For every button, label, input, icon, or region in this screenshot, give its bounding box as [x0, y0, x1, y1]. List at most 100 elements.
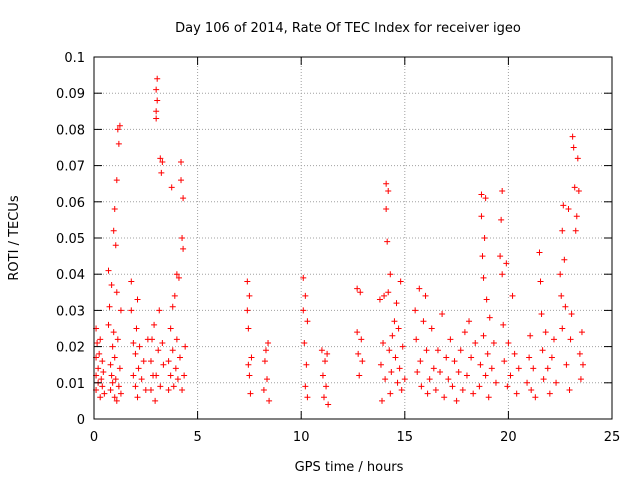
data-point: [478, 213, 485, 220]
data-point: [562, 303, 569, 310]
data-point: [147, 387, 154, 394]
data-point: [382, 376, 389, 383]
data-point: [99, 358, 106, 365]
data-point: [566, 387, 573, 394]
data-point: [100, 368, 107, 375]
data-point: [480, 274, 487, 281]
data-point: [381, 292, 388, 299]
data-point: [304, 394, 311, 401]
data-point: [117, 390, 124, 397]
data-point: [477, 361, 484, 368]
data-point: [501, 358, 508, 365]
data-point: [130, 372, 137, 379]
y-tick-label: 0.01: [56, 377, 85, 392]
data-point: [483, 296, 490, 303]
data-point: [153, 86, 160, 93]
y-tick-label: 0.1: [64, 51, 85, 66]
data-point: [423, 347, 430, 354]
data-point: [117, 307, 124, 314]
data-point: [376, 296, 383, 303]
data-point: [498, 216, 505, 223]
data-point: [548, 354, 555, 361]
y-tick-label: 0.02: [56, 341, 85, 356]
data-point: [248, 354, 255, 361]
data-point: [530, 365, 537, 372]
data-point: [142, 387, 149, 394]
data-point: [573, 213, 580, 220]
data-point: [173, 336, 180, 343]
data-point: [445, 376, 452, 383]
data-point: [113, 397, 120, 404]
data-point: [538, 311, 545, 318]
y-tick-label: 0: [77, 413, 85, 428]
data-point: [115, 140, 122, 147]
data-point: [167, 372, 174, 379]
data-point: [178, 177, 185, 184]
data-point: [157, 383, 164, 390]
data-point: [449, 383, 456, 390]
data-point: [132, 350, 139, 357]
data-point: [169, 303, 176, 310]
x-tick-label: 25: [604, 430, 621, 445]
data-point: [132, 383, 139, 390]
data-point: [499, 271, 506, 278]
y-axis-label: ROTI / TECUs: [7, 195, 22, 280]
data-point: [115, 383, 122, 390]
data-point: [303, 361, 310, 368]
data-point: [111, 206, 118, 213]
data-point: [565, 206, 572, 213]
data-point: [324, 350, 331, 357]
data-point: [165, 387, 172, 394]
data-point: [138, 376, 145, 383]
data-point: [413, 336, 420, 343]
data-point: [490, 339, 497, 346]
data-point: [159, 339, 166, 346]
data-point: [128, 307, 135, 314]
data-point: [480, 332, 487, 339]
data-point: [111, 394, 118, 401]
data-point: [95, 365, 102, 372]
data-point: [457, 347, 464, 354]
data-point: [179, 387, 186, 394]
data-point: [180, 245, 187, 252]
data-point: [560, 202, 567, 209]
data-point: [134, 296, 141, 303]
data-point: [112, 242, 119, 249]
data-point: [97, 336, 104, 343]
data-point: [355, 350, 362, 357]
data-point: [414, 368, 421, 375]
data-point: [578, 329, 585, 336]
data-point: [108, 372, 115, 379]
data-point: [265, 339, 272, 346]
data-point: [392, 354, 399, 361]
data-point: [113, 177, 120, 184]
data-point: [418, 383, 425, 390]
data-point: [114, 336, 121, 343]
chart-title: Day 106 of 2014, Rate Of TEC Index for r…: [175, 21, 521, 36]
data-point: [505, 339, 512, 346]
data-point: [354, 285, 361, 292]
data-point: [262, 347, 269, 354]
data-point: [558, 292, 565, 299]
data-point: [492, 379, 499, 386]
data-point: [156, 307, 163, 314]
data-point: [553, 379, 560, 386]
data-point: [130, 339, 137, 346]
data-point: [135, 365, 142, 372]
data-point: [428, 325, 435, 332]
data-point: [537, 278, 544, 285]
data-point: [302, 292, 309, 299]
data-point: [463, 372, 470, 379]
data-point: [260, 387, 267, 394]
data-point: [245, 325, 252, 332]
data-point: [180, 195, 187, 202]
data-point: [459, 387, 466, 394]
data-point: [476, 383, 483, 390]
data-point: [511, 350, 518, 357]
data-point: [110, 329, 117, 336]
data-point: [386, 347, 393, 354]
data-point: [383, 206, 390, 213]
data-point: [157, 155, 164, 162]
data-point: [509, 292, 516, 299]
data-point: [430, 365, 437, 372]
